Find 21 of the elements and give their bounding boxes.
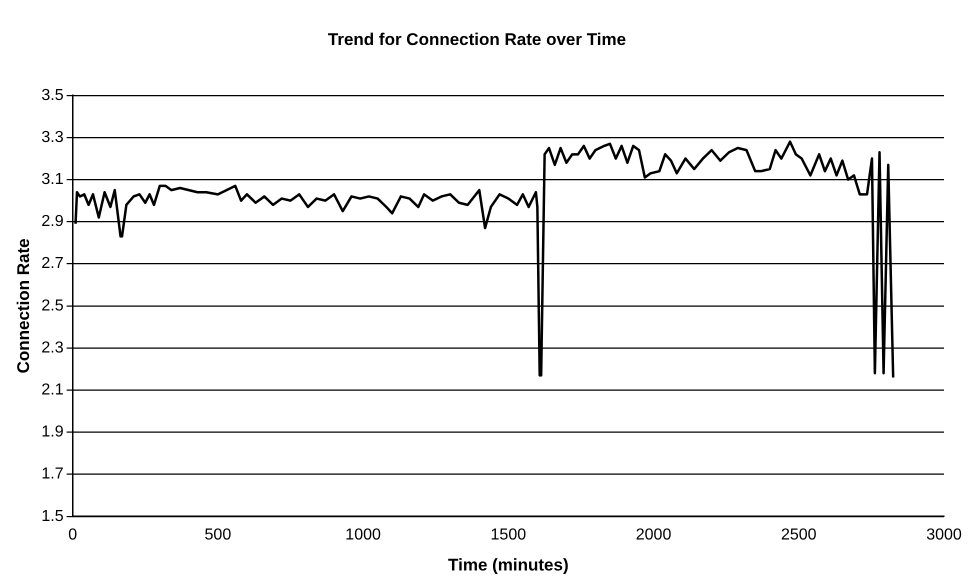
y-tick-label: 1.7 <box>41 466 64 483</box>
y-axis-title: Connection Rate <box>14 238 33 374</box>
y-tick-label: 1.9 <box>41 424 64 441</box>
y-tick-label: 2.3 <box>41 339 64 356</box>
x-tick-label: 0 <box>68 526 78 544</box>
x-tick-label: 2500 <box>780 526 817 544</box>
y-tick-label: 2.7 <box>41 255 64 272</box>
x-tick-label: 3000 <box>926 526 962 544</box>
y-tick-label: 1.5 <box>41 508 64 525</box>
chart-title: Trend for Connection Rate over Time <box>328 30 626 49</box>
y-tick-label: 2.5 <box>41 297 64 314</box>
x-tick-label: 2000 <box>636 526 672 544</box>
y-tick-label: 2.9 <box>41 213 64 230</box>
x-tick-label: 1000 <box>345 526 381 544</box>
x-tick-label: 500 <box>204 526 232 544</box>
y-tick-label: 3.3 <box>41 128 64 146</box>
x-tick-label: 1500 <box>490 526 526 544</box>
y-tick-label: 3.1 <box>41 171 64 188</box>
y-tick-label: 2.1 <box>41 382 64 399</box>
y-tick-label: 3.5 <box>41 86 64 104</box>
x-axis-title: Time (minutes) <box>448 555 569 574</box>
